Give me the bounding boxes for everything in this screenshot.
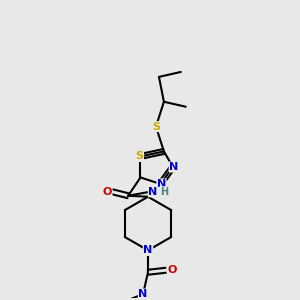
Text: O: O [167, 265, 176, 275]
Text: N: N [143, 245, 153, 255]
Text: O: O [103, 187, 112, 197]
Text: N: N [157, 179, 166, 189]
Text: H: H [160, 187, 168, 197]
Text: S: S [152, 122, 160, 132]
Text: S: S [136, 152, 143, 161]
Text: N: N [138, 289, 148, 299]
Text: N: N [169, 162, 178, 172]
Text: N: N [148, 187, 158, 197]
